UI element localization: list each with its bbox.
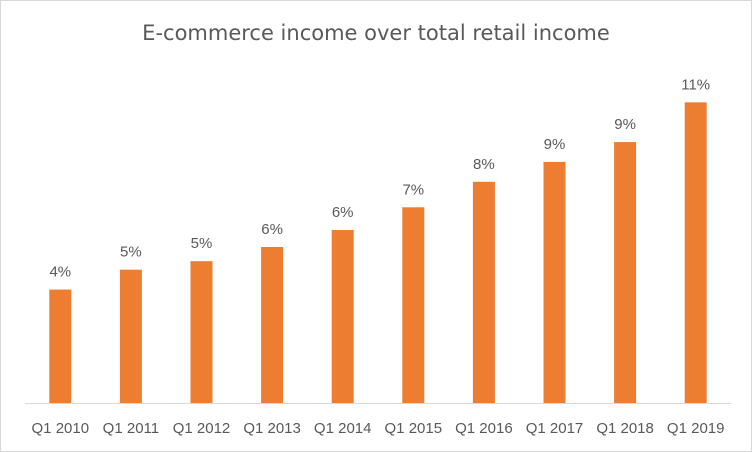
- bar-q1-2010: [49, 289, 72, 403]
- x-tick-label: Q1 2018: [596, 420, 654, 437]
- data-label: 4%: [49, 264, 71, 281]
- x-tick-label: Q1 2019: [667, 420, 725, 437]
- chart-title: E-commerce income over total retail inco…: [142, 21, 610, 45]
- bar-q1-2014: [331, 229, 354, 403]
- bar-q1-2018: [614, 142, 637, 403]
- x-tick-label: Q1 2017: [526, 420, 584, 437]
- data-label: 9%: [544, 136, 566, 153]
- x-tick-label: Q1 2012: [173, 420, 231, 437]
- x-tick-label: Q1 2014: [314, 420, 372, 437]
- bar-q1-2012: [190, 261, 213, 403]
- data-label: 5%: [120, 244, 142, 261]
- bar-q1-2019: [684, 102, 707, 403]
- data-label: 9%: [614, 116, 636, 133]
- bar-q1-2011: [119, 269, 142, 403]
- data-label: 5%: [191, 235, 213, 252]
- x-tick-label: Q1 2016: [455, 420, 513, 437]
- data-label: 6%: [261, 221, 283, 238]
- bar-q1-2017: [543, 161, 566, 403]
- data-label: 11%: [681, 76, 710, 93]
- x-tick-label: Q1 2015: [385, 420, 443, 437]
- bar-q1-2015: [402, 207, 425, 403]
- bar-q1-2016: [472, 181, 495, 403]
- data-label: 7%: [402, 181, 424, 198]
- data-label: 6%: [332, 204, 354, 221]
- bar-q1-2013: [261, 247, 284, 403]
- data-label: 8%: [473, 156, 495, 173]
- x-tick-label: Q1 2013: [243, 420, 301, 437]
- x-tick-label: Q1 2010: [32, 420, 90, 437]
- x-tick-label: Q1 2011: [103, 420, 159, 437]
